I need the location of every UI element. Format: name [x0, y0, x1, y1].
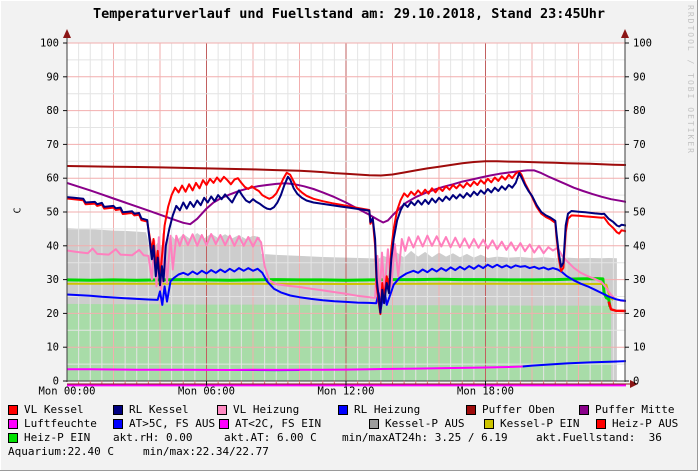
legend-swatch	[369, 418, 379, 429]
legend-swatch	[113, 418, 123, 429]
series-rl-kessel	[67, 172, 626, 314]
y-label-right: 100	[633, 38, 652, 50]
legend-label: Aquarium:22.40 C	[8, 445, 114, 458]
legend-swatch	[217, 404, 227, 415]
legend-label: Puffer Mitte	[595, 403, 675, 416]
legend-label: akt.rH: 0.00	[113, 431, 193, 444]
legend-label: akt.AT: 6.00 C	[224, 431, 317, 444]
legend-item-at-5c-fs-aus: AT>5C, FS AUS	[113, 418, 215, 429]
axes-group	[63, 29, 638, 388]
y-axis-right-arrow	[621, 29, 629, 38]
series-at-2c-fs-ein	[67, 365, 523, 371]
legend-label: Luftfeuchte	[24, 417, 97, 430]
legend-label: min/maxAT24h: 3.25 / 6.19	[342, 431, 508, 444]
legend-item-akt-rh-0-00: akt.rH: 0.00	[113, 432, 192, 443]
legend-item-aquarium-22-40-c: Aquarium:22.40 C	[8, 446, 114, 457]
series-puffer-mitte	[67, 169, 626, 226]
chart-title: Temperaturverlauf und Fuellstand am: 29.…	[92, 6, 606, 22]
y-label-right: 0	[633, 376, 639, 388]
series-puffer-oben	[67, 160, 626, 177]
legend-label: RL Kessel	[129, 403, 189, 416]
rrdtool-watermark: RRDTOOL / TOBI OETIKER	[686, 5, 695, 155]
legend-swatch	[113, 404, 123, 415]
y-label-left: 20	[46, 308, 59, 320]
series-at-5c-fs-aus	[522, 360, 626, 368]
series-heiz-p-aus	[607, 301, 626, 313]
legend-row-2: Luftfeuchte AT>5C, FS AUS AT<2C, FS EIN Kes…	[0, 418, 698, 431]
legend-label: Heiz-P EIN	[24, 431, 91, 444]
legend-label: Kessel-P EIN	[500, 417, 580, 430]
y-label-right: 80	[633, 105, 646, 117]
x-label: Mon 06:00	[178, 386, 235, 398]
legend-item-puffer-mitte: Puffer Mitte	[579, 404, 674, 415]
y-label-left: 0	[53, 376, 59, 388]
legend-swatch	[466, 404, 476, 415]
y-label-right: 20	[633, 308, 646, 320]
legend-item-vl-kessel: VL Kessel	[8, 404, 84, 415]
series-group	[67, 160, 626, 387]
legend-row-4: Aquarium:22.40 C min/max:22.34/22.77	[0, 446, 698, 459]
y-label-right: 90	[633, 71, 646, 83]
y-label-right: 10	[633, 342, 646, 354]
legend-swatch	[484, 418, 494, 429]
x-axis-arrow	[630, 380, 638, 388]
y-label-left: 70	[46, 139, 59, 151]
y-label-left: 100	[40, 38, 59, 50]
y-axis-left-arrow	[63, 29, 71, 38]
legend-item-vl-heizung: VL Heizung	[217, 404, 299, 415]
y-label-left: 10	[46, 342, 59, 354]
legend-item-akt-at-6-00-c: akt.AT: 6.00 C	[224, 432, 317, 443]
legend-label: AT>5C, FS AUS	[129, 417, 216, 430]
axis-labels: 0 0 10 10 20 20 30 30 40 40 50 50 60 60 70 70 80 80 90 90 10…	[39, 38, 652, 398]
y-label-left: 40	[46, 240, 59, 252]
x-label: Mon 12:00	[318, 386, 375, 398]
area-fuellstand	[67, 303, 611, 381]
x-label: Mon 18:00	[457, 386, 514, 398]
y-label-right: 50	[633, 207, 646, 219]
series-vl-heizung	[67, 233, 626, 303]
legend-swatch	[8, 432, 18, 443]
y-label-right: 60	[633, 173, 646, 185]
legend-label: akt.Fuellstand: 36	[536, 431, 662, 444]
y-label-left: 50	[46, 207, 59, 219]
legend-label: RL Heizung	[354, 403, 421, 416]
legend-row-1: VL Kessel RL Kessel VL Heizung RL Heizung Pu…	[0, 404, 698, 417]
legend-label: Heiz-P AUS	[612, 417, 679, 430]
legend-label: Kessel-P AUS	[385, 417, 465, 430]
y-label-left: 90	[46, 71, 59, 83]
legend-swatch	[8, 404, 18, 415]
legend-item-kessel-p-ein: Kessel-P EIN	[484, 418, 579, 429]
legend-item-heiz-p-aus: Heiz-P AUS	[596, 418, 678, 429]
legend-label: VL Kessel	[24, 403, 84, 416]
legend-item-rl-heizung: RL Heizung	[338, 404, 420, 415]
legend-label: Puffer Oben	[482, 403, 555, 416]
y-label-left: 60	[46, 173, 59, 185]
legend-item-heiz-p-ein: Heiz-P EIN	[8, 432, 90, 443]
legend-item-puffer-oben: Puffer Oben	[466, 404, 555, 415]
legend-swatch	[596, 418, 606, 429]
legend-swatch	[8, 418, 18, 429]
legend-item-luftfeuchte: Luftfeuchte	[8, 418, 97, 429]
legend-item-min-maxat24h-3-25-6-19: min/maxAT24h: 3.25 / 6.19	[342, 432, 508, 443]
y-label-right: 30	[633, 274, 646, 286]
legend-item-min-max-22-34-22-77: min/max:22.34/22.77	[143, 446, 269, 457]
legend-label: min/max:22.34/22.77	[143, 445, 269, 458]
x-label: Mon 00:00	[39, 386, 96, 398]
legend-swatch	[579, 404, 589, 415]
legend-item-akt-fuellstand-36: akt.Fuellstand: 36	[536, 432, 662, 443]
y-label-left: 30	[46, 274, 59, 286]
y-label-right: 70	[633, 139, 646, 151]
legend-label: AT<2C, FS EIN	[235, 417, 322, 430]
legend-item-kessel-p-aus: Kessel-P AUS	[369, 418, 464, 429]
legend-row-3: Heiz-P EIN akt.rH: 0.00 akt.AT: 6.00 C min/…	[0, 432, 698, 445]
legend-swatch	[219, 418, 229, 429]
y-label-right: 40	[633, 240, 646, 252]
legend-label: VL Heizung	[233, 403, 300, 416]
y-label-left: 80	[46, 105, 59, 117]
legend-item-at-2c-fs-ein: AT<2C, FS EIN	[219, 418, 321, 429]
legend-swatch	[338, 404, 348, 415]
legend-item-rl-kessel: RL Kessel	[113, 404, 189, 415]
